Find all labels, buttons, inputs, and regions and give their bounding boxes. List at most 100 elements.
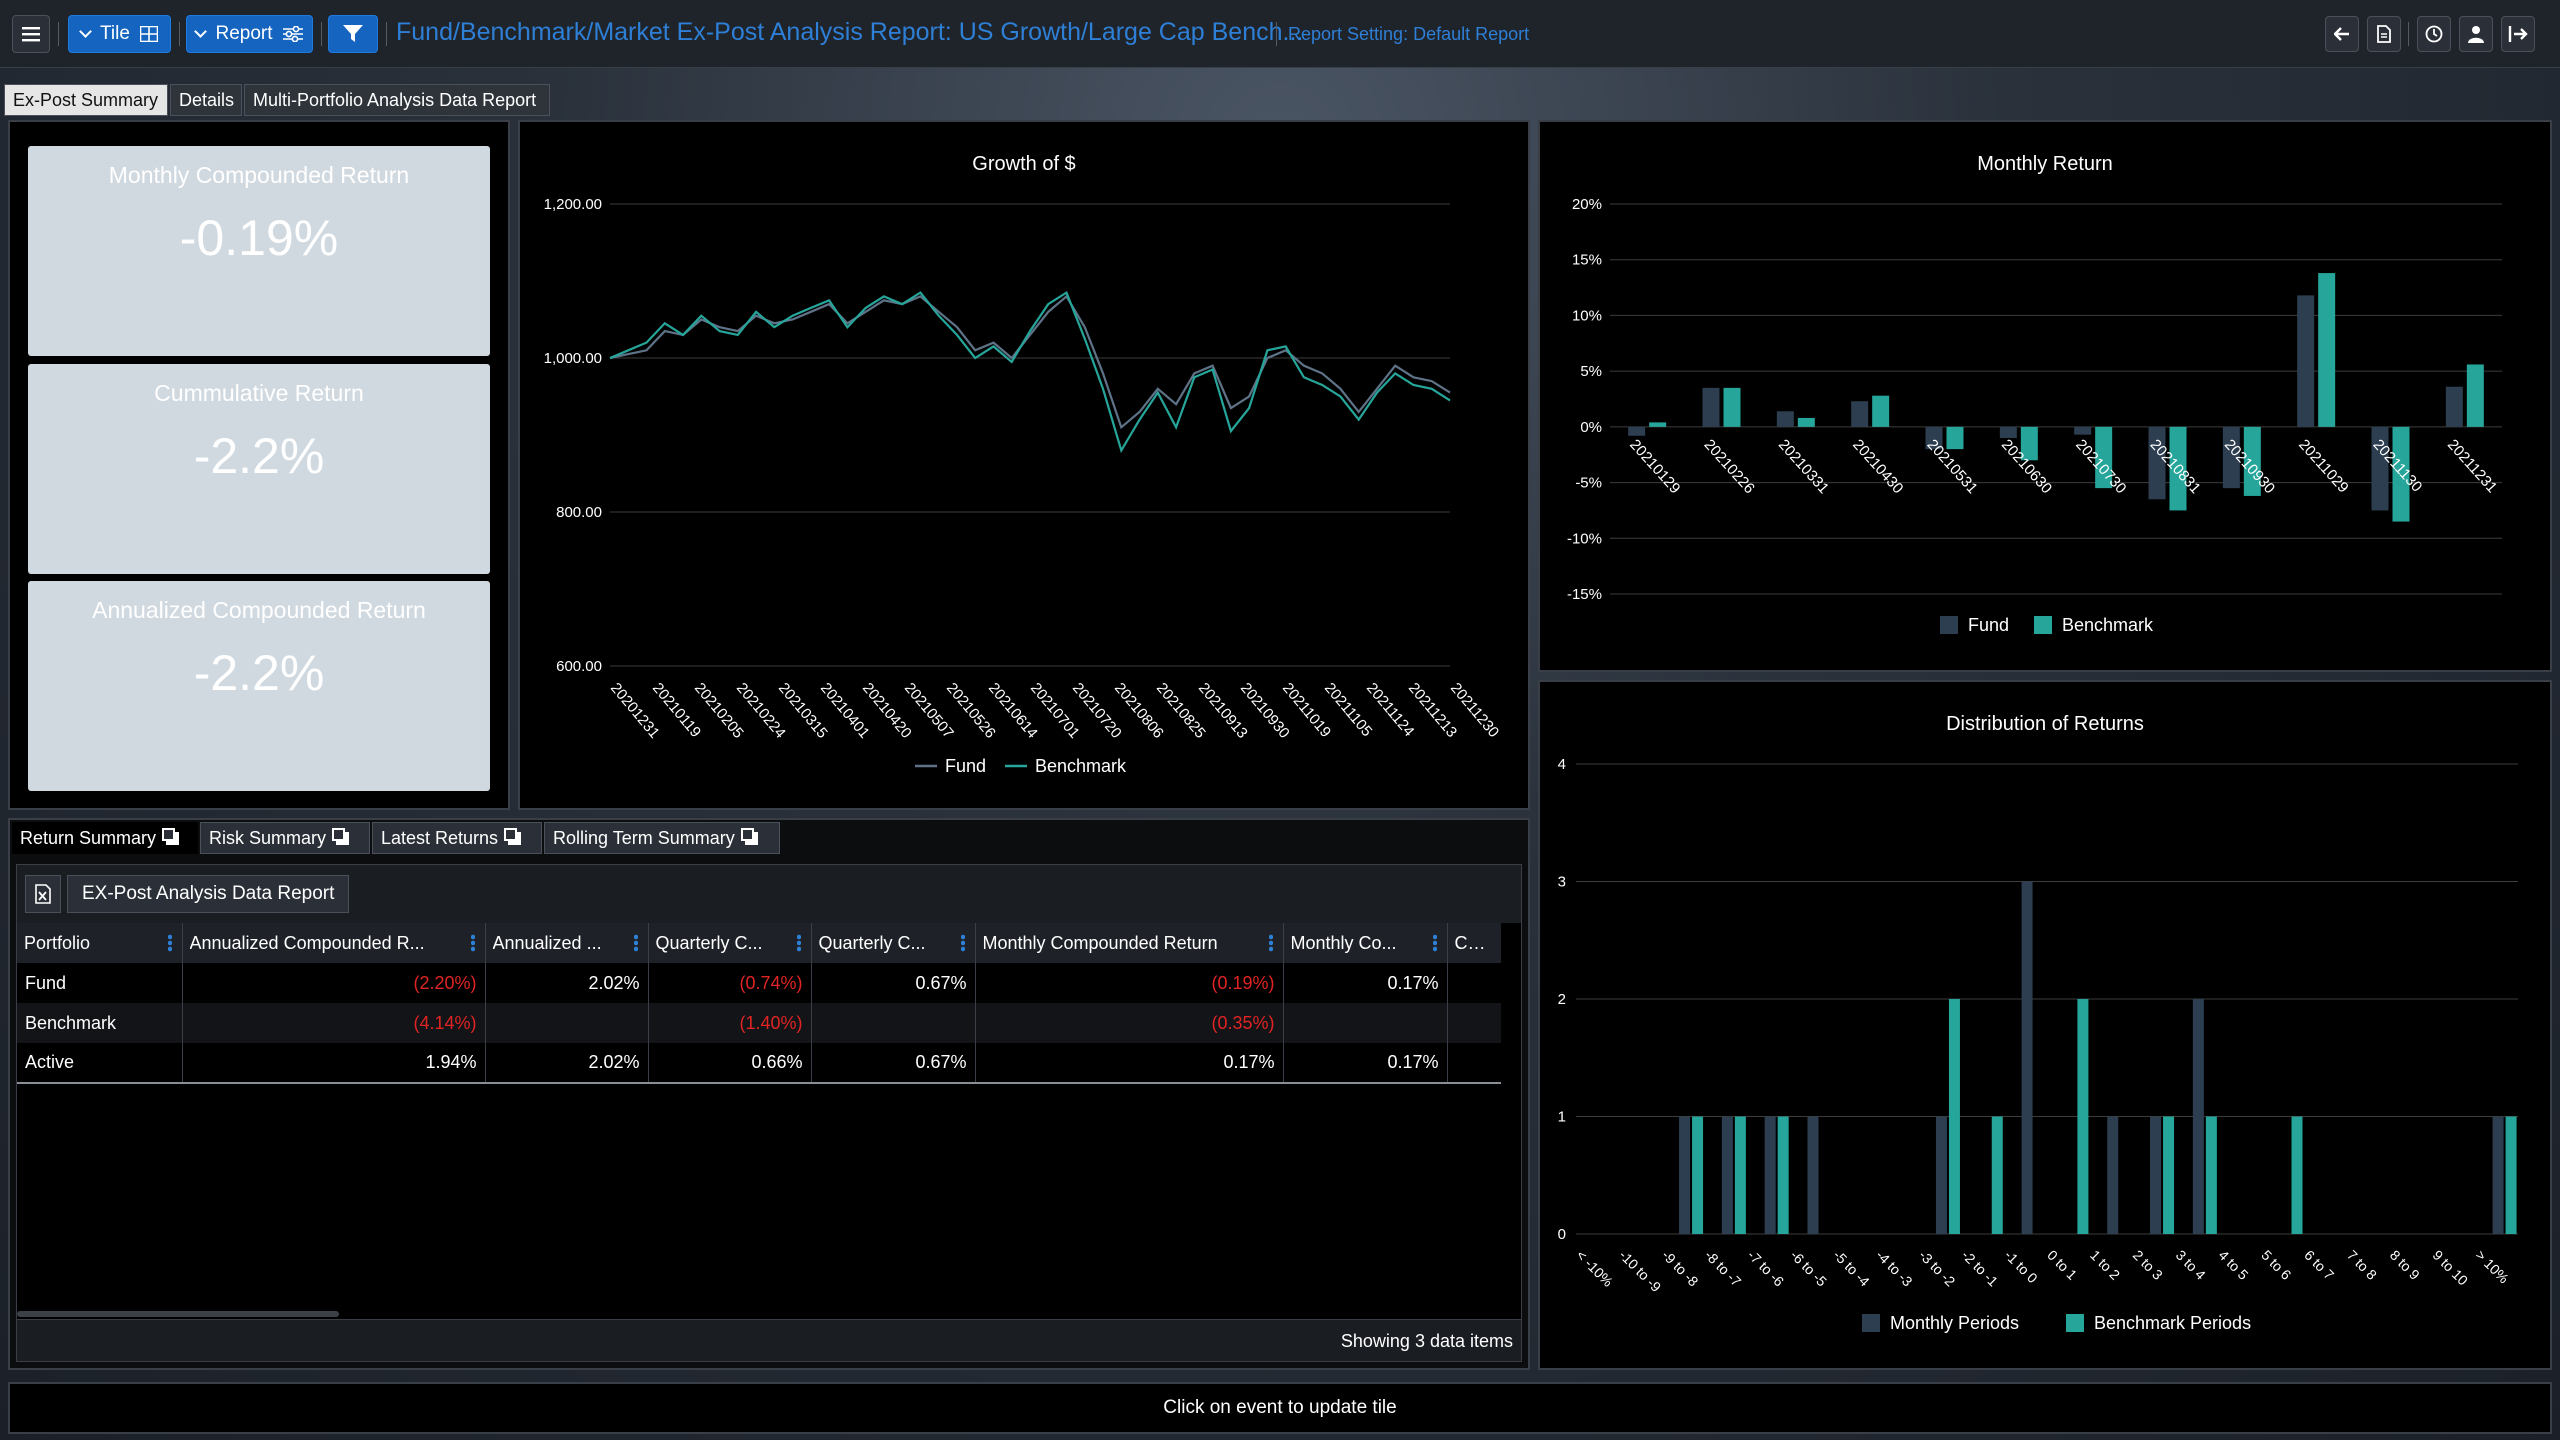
bar-benchmark (2318, 273, 2336, 427)
column-header[interactable]: Annualized Compounded R... (182, 923, 486, 963)
table-cell (1283, 1003, 1448, 1043)
legend-swatch (1862, 1314, 1880, 1332)
tab-label: Return Summary (20, 827, 157, 848)
bar-benchmark (2020, 426, 2038, 461)
history-button[interactable] (2417, 16, 2451, 52)
bar-fund (2371, 426, 2389, 511)
kpi-cumulative-return[interactable]: Cummulative Return -2.2% (28, 364, 490, 574)
growth-chart-panel: Growth of $1,200.00 1,000.00 800.00 600.00 2… (518, 120, 1530, 810)
tab-latest-returns[interactable]: Latest Returns (372, 822, 542, 854)
table-row[interactable]: Benchmark (4.14%) (1.40%) (0.35%) (17, 1003, 1501, 1043)
logout-button[interactable] (2501, 16, 2535, 52)
report-button[interactable]: Report (186, 15, 313, 53)
bar-benchmark (2169, 426, 2187, 511)
bar-benchmark (2392, 426, 2410, 522)
copy-icon[interactable] (504, 827, 522, 845)
status-bar[interactable]: Click on event to update tile (8, 1382, 2552, 1434)
bar-benchmark-periods (2505, 1116, 2517, 1234)
bar-fund (1999, 426, 2017, 438)
tab-return-summary[interactable]: Return Summary (12, 822, 198, 854)
y-tick-label: 5% (1580, 363, 1602, 380)
back-button[interactable] (2325, 16, 2359, 52)
legend-label: Monthly Periods (1890, 1313, 2019, 1333)
tab-risk-summary[interactable]: Risk Summary (200, 822, 370, 854)
x-tick-label: -4 to -3 (1873, 1247, 1916, 1290)
x-tick-label: 1 to 2 (2087, 1247, 2123, 1283)
table-cell: 2.02% (485, 963, 649, 1003)
table-row[interactable]: Active 1.94% 2.02% 0.66% 0.67% 0.17% 0.17% (17, 1043, 1501, 1083)
bar-benchmark (2243, 426, 2261, 496)
column-header[interactable]: Monthly Compounded Return (975, 923, 1284, 963)
chart-title: Monthly Return (1977, 153, 2113, 175)
filter-button[interactable] (328, 15, 378, 53)
export-report-button[interactable]: EX-Post Analysis Data Report (67, 875, 350, 913)
column-menu-icon[interactable] (633, 934, 638, 952)
legend-label: Benchmark (1035, 756, 1127, 776)
x-tick-label: 20210226 (1701, 436, 1758, 497)
grid-footer: Showing 3 data items (17, 1319, 1521, 1361)
column-header[interactable]: Cumu (1447, 923, 1501, 963)
document-button[interactable] (2367, 16, 2401, 52)
horizontal-scrollbar[interactable] (17, 1311, 339, 1317)
x-tick-label: -7 to -6 (1745, 1247, 1788, 1290)
bar-benchmark-periods (1692, 1116, 1704, 1234)
y-tick-label: 800.00 (556, 504, 602, 521)
logout-icon (2508, 26, 2528, 42)
series-line-fund (609, 294, 1451, 430)
copy-icon[interactable] (162, 827, 180, 845)
table-cell: (0.19%) (975, 963, 1284, 1003)
column-menu-icon[interactable] (1268, 934, 1273, 952)
tab-details[interactable]: Details (170, 84, 242, 116)
tile-button-label: Tile (100, 23, 130, 44)
menu-button[interactable] (12, 15, 50, 53)
kpi-annualized-compounded-return[interactable]: Annualized Compounded Return -2.2% (28, 581, 490, 791)
tab-multi-portfolio[interactable]: Multi-Portfolio Analysis Data Report (244, 84, 550, 116)
user-button[interactable] (2459, 16, 2493, 52)
growth-chart[interactable]: Growth of $1,200.001,000.00800.00600.002… (520, 122, 1528, 808)
x-tick-label: > 10% (2472, 1247, 2512, 1287)
tab-rolling-term-summary[interactable]: Rolling Term Summary (544, 822, 780, 854)
x-tick-label: 20210430 (1849, 436, 1906, 497)
column-menu-icon[interactable] (470, 934, 475, 952)
column-header[interactable]: Monthly Co... (1283, 923, 1448, 963)
table-cell (1447, 963, 1501, 1003)
bar-fund (2074, 426, 2092, 435)
kpi-title: Monthly Compounded Return (108, 162, 410, 188)
report-title[interactable]: Fund/Benchmark/Market Ex-Post Analysis R… (396, 18, 1304, 46)
chart-title: Growth of $ (972, 153, 1075, 175)
tab-ex-post-summary[interactable]: Ex-Post Summary (4, 84, 168, 116)
column-menu-icon[interactable] (960, 934, 965, 952)
monthly-return-chart[interactable]: Monthly Return 20% 15% 10% 5% 0% -5% -10% -15% 20… (1540, 122, 2550, 670)
report-setting-link[interactable]: Report Setting: Default Report (1288, 24, 1530, 44)
x-tick-label: 7 to 8 (2344, 1247, 2380, 1283)
column-header[interactable]: Annualized ... (485, 923, 649, 963)
bar-benchmark (1946, 426, 1964, 450)
column-header[interactable]: Portfolio (17, 923, 183, 963)
distribution-chart[interactable]: Distribution of Returns 4 3 2 1 0 < -10% -10 to… (1540, 682, 2550, 1368)
bar-benchmark (2095, 426, 2113, 489)
kpi-monthly-compounded-return[interactable]: Monthly Compounded Return -0.19% (28, 146, 490, 356)
copy-icon[interactable] (332, 827, 350, 845)
excel-export-button[interactable] (25, 875, 61, 913)
copy-icon[interactable] (740, 827, 758, 845)
column-header-label: Monthly Compounded Return (982, 932, 1218, 953)
tab-label: Rolling Term Summary (553, 827, 735, 848)
tile-button[interactable]: Tile (68, 15, 171, 53)
bar-benchmark (1872, 395, 1890, 427)
column-menu-icon[interactable] (796, 934, 801, 952)
column-header[interactable]: Quarterly C... (811, 923, 976, 963)
column-menu-icon[interactable] (167, 934, 172, 952)
column-menu-icon[interactable] (1432, 934, 1437, 952)
table-cell: 0.67% (811, 1043, 976, 1083)
table-row[interactable]: Fund (2.20%) 2.02% (0.74%) 0.67% (0.19%) 0.17% (17, 963, 1501, 1003)
kpi-title: Cummulative Return (154, 380, 364, 406)
y-tick-label: 600.00 (556, 658, 602, 675)
export-report-label: EX-Post Analysis Data Report (82, 883, 335, 904)
column-header[interactable]: Quarterly C... (648, 923, 812, 963)
bar-fund (1702, 387, 1720, 427)
legend-label: Benchmark Periods (2094, 1313, 2251, 1333)
bar-benchmark-periods (2205, 1116, 2217, 1234)
x-tick-label: -3 to -2 (1916, 1247, 1959, 1290)
bar-monthly-periods (2492, 1116, 2504, 1234)
table-cell (485, 1003, 649, 1043)
